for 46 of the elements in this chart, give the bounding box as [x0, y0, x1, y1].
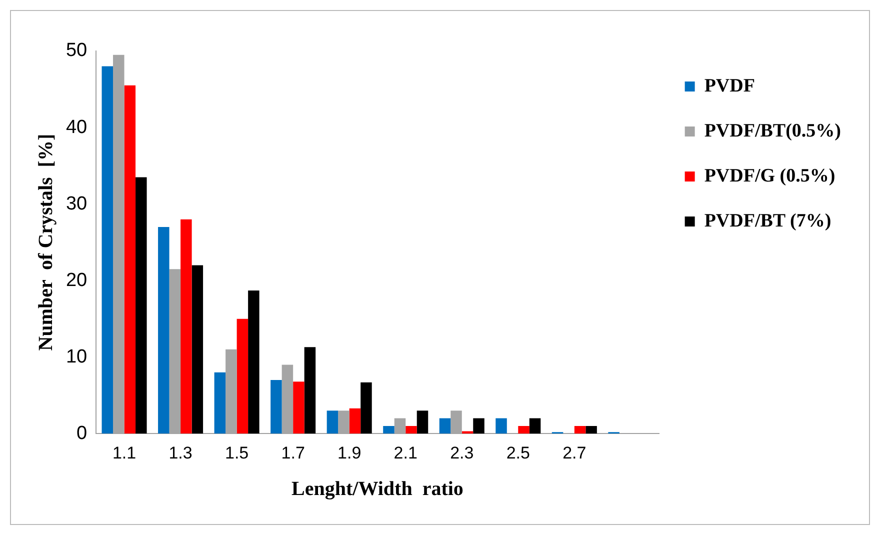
bar [406, 426, 417, 434]
bar [236, 318, 248, 434]
bar [293, 382, 304, 434]
x-tick-label: 2.3 [450, 443, 474, 462]
bar [270, 380, 282, 434]
x-axis-title: Lenght/Width ratio [292, 478, 464, 500]
bar [124, 85, 136, 434]
bar [304, 347, 316, 434]
y-tick-label: 50 [66, 40, 88, 62]
y-tick-label: 0 [76, 422, 88, 444]
legend-label: PVDF/BT (7%) [704, 210, 832, 232]
y-tick-label: 40 [66, 116, 88, 138]
legend-label: PVDF [704, 75, 755, 96]
legend-label: PVDF/BT(0.5%) [704, 120, 842, 142]
x-tick-label: 1.7 [281, 443, 305, 462]
x-tick-label: 2.1 [394, 443, 418, 462]
bar [473, 418, 484, 434]
bar [383, 426, 394, 434]
legend-label: PVDF/G (0.5%) [704, 165, 836, 186]
bar [326, 410, 338, 434]
y-tick-label: 30 [66, 193, 88, 214]
bar [192, 265, 204, 434]
bar [158, 226, 170, 434]
y-axis-title: Number of Crystals [%] [35, 134, 58, 351]
x-tick-label: 1.9 [338, 443, 362, 462]
bar [214, 372, 226, 434]
bar [439, 418, 451, 434]
bar [102, 66, 114, 434]
x-tick-label: 1.1 [112, 443, 136, 462]
bar [416, 410, 428, 434]
x-tick-label: 1.5 [224, 443, 249, 462]
y-tick-label: 10 [66, 346, 88, 368]
bar [496, 418, 507, 434]
bar [586, 426, 597, 434]
bar [529, 418, 541, 434]
bar [248, 290, 260, 434]
x-tick-label: 1.3 [168, 443, 192, 462]
x-tick-label: 2.7 [562, 443, 586, 462]
bar [360, 382, 372, 434]
bar [349, 408, 361, 434]
y-tick-label: 20 [66, 270, 88, 291]
bar [180, 219, 192, 434]
x-tick-label: 2.5 [506, 443, 530, 462]
bar [136, 177, 147, 434]
bar [518, 426, 530, 434]
bar [574, 426, 586, 434]
